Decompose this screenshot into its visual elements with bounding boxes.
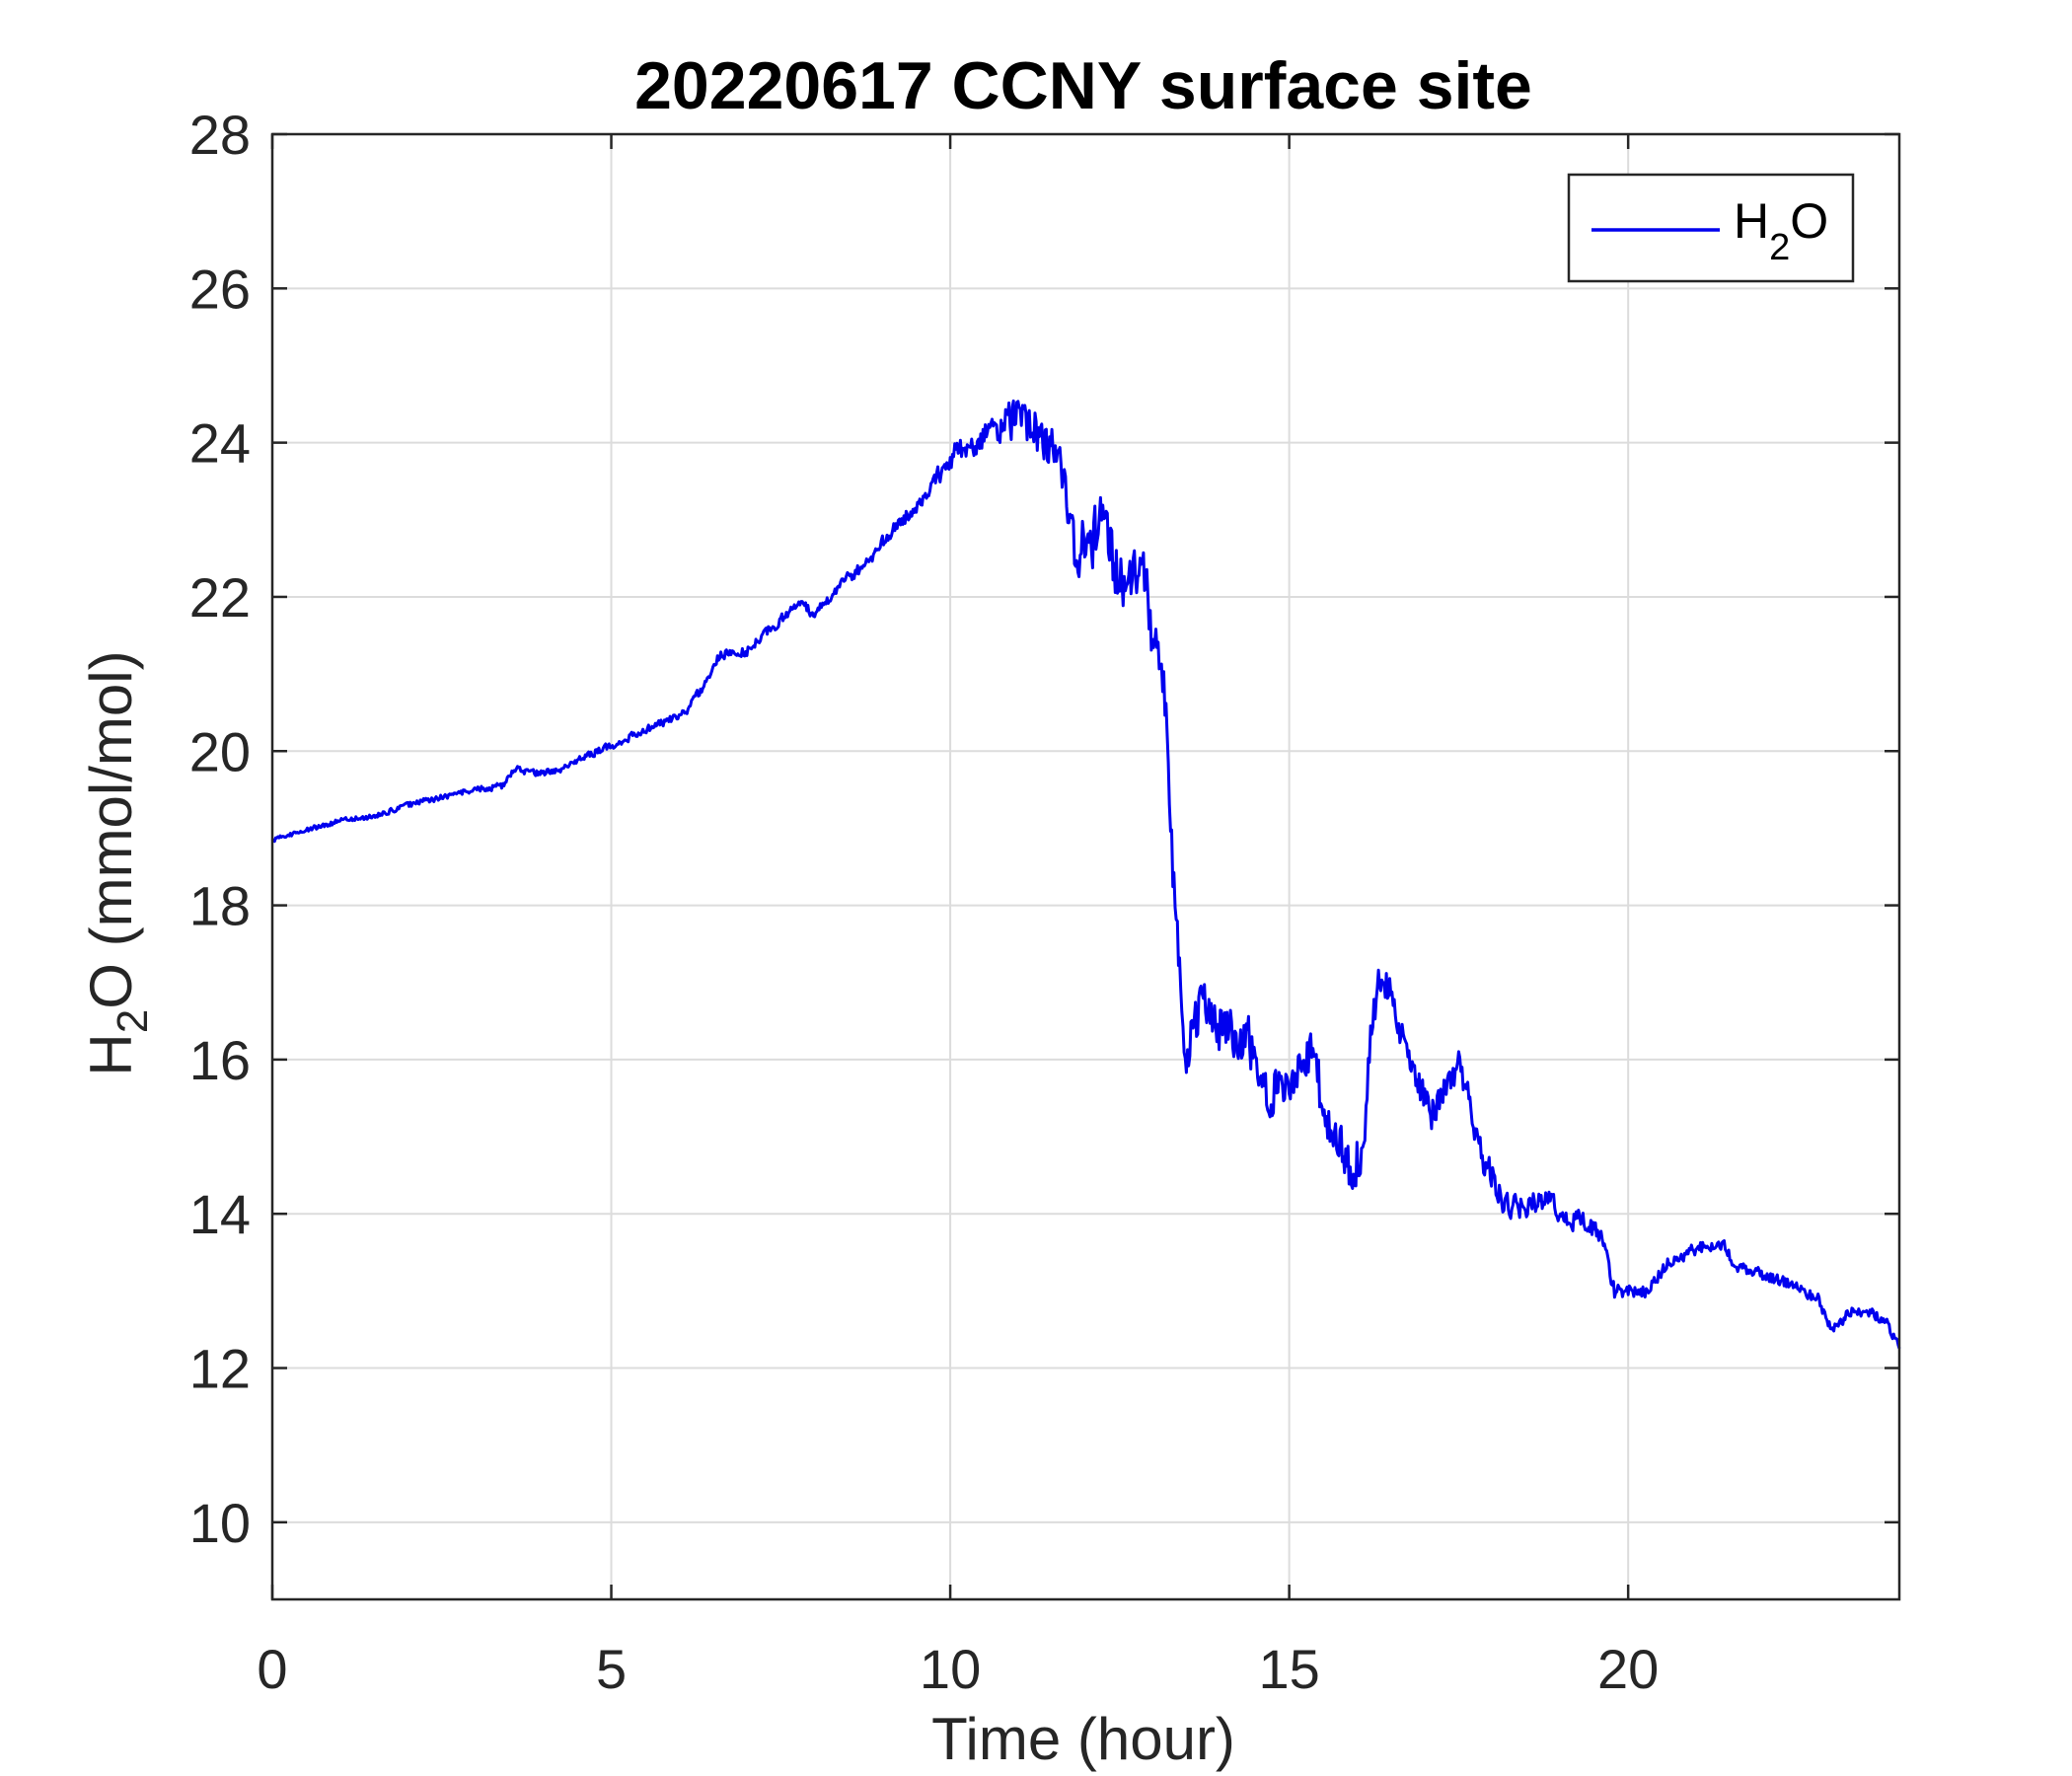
legend: H2O	[1567, 173, 1855, 283]
y-tick-label: 10	[189, 1492, 251, 1554]
series-line-h2o	[270, 399, 1901, 1350]
plot-area-frame	[270, 132, 1901, 1601]
y-axis-label-subscript: 2	[109, 1009, 157, 1033]
legend-label-main: H	[1734, 193, 1769, 249]
legend-label-subscript: 2	[1769, 227, 1790, 268]
y-tick-label: 12	[189, 1338, 251, 1400]
x-tick-label: 20	[1597, 1638, 1659, 1700]
y-tick-label: 18	[189, 875, 251, 937]
x-tick-label: 10	[920, 1638, 981, 1700]
y-tick-label: 14	[189, 1183, 251, 1245]
tick-labels: 0 5 10 15 20 10 12 14 16 18 20 22 24 26 28	[189, 104, 1660, 1700]
series-layer	[270, 399, 1901, 1350]
legend-label: H2O	[1734, 193, 1828, 268]
x-axis-label: Time (hour)	[931, 1706, 1235, 1772]
x-tick-label: 0	[257, 1638, 287, 1700]
tick-marks	[270, 132, 1899, 1599]
y-tick-label: 28	[189, 104, 251, 166]
y-tick-label: 22	[189, 566, 251, 629]
y-axis-label: H2O (mmol/mol)	[78, 650, 157, 1075]
x-tick-label: 15	[1258, 1638, 1319, 1700]
y-tick-label: 26	[189, 258, 251, 320]
axes-frame	[270, 132, 1901, 1601]
x-tick-label: 5	[596, 1638, 627, 1700]
y-axis-label-main: H	[78, 1033, 144, 1075]
legend-label-rest: O	[1790, 193, 1828, 249]
chart-title: 20220617 CCNY surface site	[634, 48, 1532, 123]
y-tick-label: 16	[189, 1029, 251, 1091]
y-tick-label: 20	[189, 720, 251, 782]
legend-box	[1567, 173, 1855, 283]
y-axis-label-rest: O (mmol/mol)	[78, 650, 144, 1008]
grid-lines	[271, 133, 1899, 1599]
y-tick-label: 24	[189, 412, 251, 475]
